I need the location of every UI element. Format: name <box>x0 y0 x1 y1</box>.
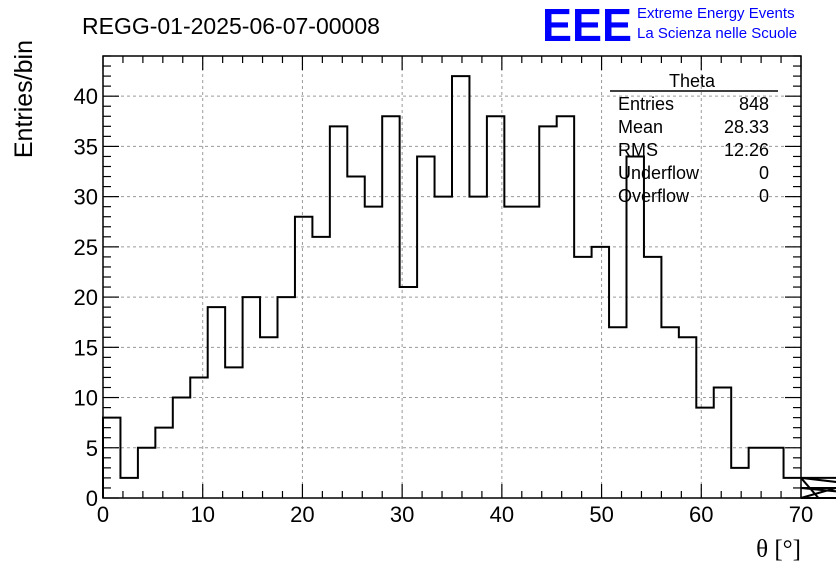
stats-row-label: Underflow <box>618 163 700 183</box>
y-tick-label: 15 <box>74 335 98 360</box>
stats-row-value: 28.33 <box>724 117 769 137</box>
y-tick-label: 30 <box>74 185 98 210</box>
stats-row-value: 12.26 <box>724 140 769 160</box>
x-tick-label: 60 <box>689 502 713 527</box>
stats-row-label: Entries <box>618 94 674 114</box>
y-axis-label: Entries/bin <box>10 40 38 158</box>
stats-row-label: RMS <box>618 140 658 160</box>
stats-box-title: Theta <box>669 71 716 91</box>
stats-row-value: 848 <box>739 94 769 114</box>
x-tick-label: 50 <box>589 502 613 527</box>
x-tick-label: 30 <box>390 502 414 527</box>
stats-row-label: Mean <box>618 117 663 137</box>
y-tick-labels: 0 5 10 15 20 25 30 35 40 <box>74 84 98 511</box>
plot-frame <box>102 55 802 499</box>
y-tick-label: 40 <box>74 84 98 109</box>
x-axis-label: θ [°] <box>756 536 801 563</box>
x-tick-label: 0 <box>97 502 109 527</box>
eee-logo: EEE Extreme Energy Events La Scienza nel… <box>542 0 797 51</box>
axis-ticks <box>102 55 802 499</box>
y-tick-label: 35 <box>74 134 98 159</box>
x-tick-label: 70 <box>789 502 813 527</box>
eee-logo-line2: La Scienza nelle Scuole <box>637 25 797 42</box>
stats-box: Theta Entries 848 Mean 28.33 RMS 12.26 Underfl… <box>610 71 778 206</box>
stats-row-value: 0 <box>759 186 769 206</box>
y-tick-label: 20 <box>74 285 98 310</box>
chart-title: REGG-01-2025-06-07-00008 <box>82 13 380 39</box>
x-tick-label: 40 <box>490 502 514 527</box>
y-tick-label: 25 <box>74 235 98 260</box>
eee-logo-line1: Extreme Energy Events <box>637 5 795 22</box>
x-tick-labels: 0 10 20 30 40 50 60 70 <box>97 502 813 527</box>
stats-row-label: Overflow <box>618 186 690 206</box>
x-tick-label: 20 <box>290 502 314 527</box>
y-tick-label: 0 <box>86 486 98 511</box>
eee-logo-mark: EEE <box>542 0 632 51</box>
y-tick-label: 10 <box>74 386 98 411</box>
x-tick-label: 10 <box>190 502 214 527</box>
y-tick-label: 5 <box>86 436 98 461</box>
stats-row-value: 0 <box>759 163 769 183</box>
